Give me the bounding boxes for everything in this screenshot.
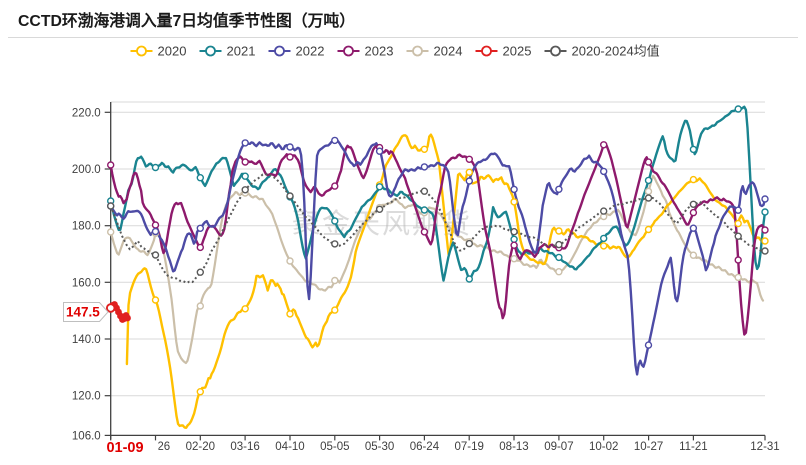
svg-text:2021: 2021 [227,44,256,59]
svg-text:09-07: 09-07 [544,441,573,453]
svg-text:03-16: 03-16 [230,441,259,453]
svg-text:180.0: 180.0 [72,221,101,233]
svg-text:140.0: 140.0 [72,334,101,346]
svg-text:120.0: 120.0 [72,391,101,403]
svg-text:06-24: 06-24 [410,441,440,453]
svg-text:10-02: 10-02 [589,441,618,453]
svg-text:01-09: 01-09 [106,440,143,456]
svg-text:CCTD环渤海港调入量7日均值季节性图（万吨）: CCTD环渤海港调入量7日均值季节性图（万吨） [18,11,355,30]
svg-text:147.5: 147.5 [66,305,100,320]
svg-text:2024: 2024 [434,44,463,59]
svg-text:05-05: 05-05 [320,441,349,453]
svg-text:10-27: 10-27 [634,441,663,453]
svg-text:11-21: 11-21 [679,441,708,453]
svg-text:2020-2024均值: 2020-2024均值 [572,44,660,59]
svg-text:220.0: 220.0 [72,107,101,119]
svg-text:07-19: 07-19 [454,441,483,453]
svg-text:2020: 2020 [158,44,187,59]
svg-text:200.0: 200.0 [72,164,101,176]
svg-text:106.0: 106.0 [72,430,101,442]
svg-text:08-13: 08-13 [499,441,528,453]
svg-text:2025: 2025 [503,44,532,59]
svg-text:2023: 2023 [365,44,394,59]
svg-text:12-31: 12-31 [750,441,779,453]
svg-text:02-20: 02-20 [186,441,215,453]
svg-text:04-10: 04-10 [275,441,304,453]
svg-text:2022: 2022 [296,44,325,59]
svg-text:05-30: 05-30 [365,441,394,453]
svg-text:160.0: 160.0 [72,277,101,289]
